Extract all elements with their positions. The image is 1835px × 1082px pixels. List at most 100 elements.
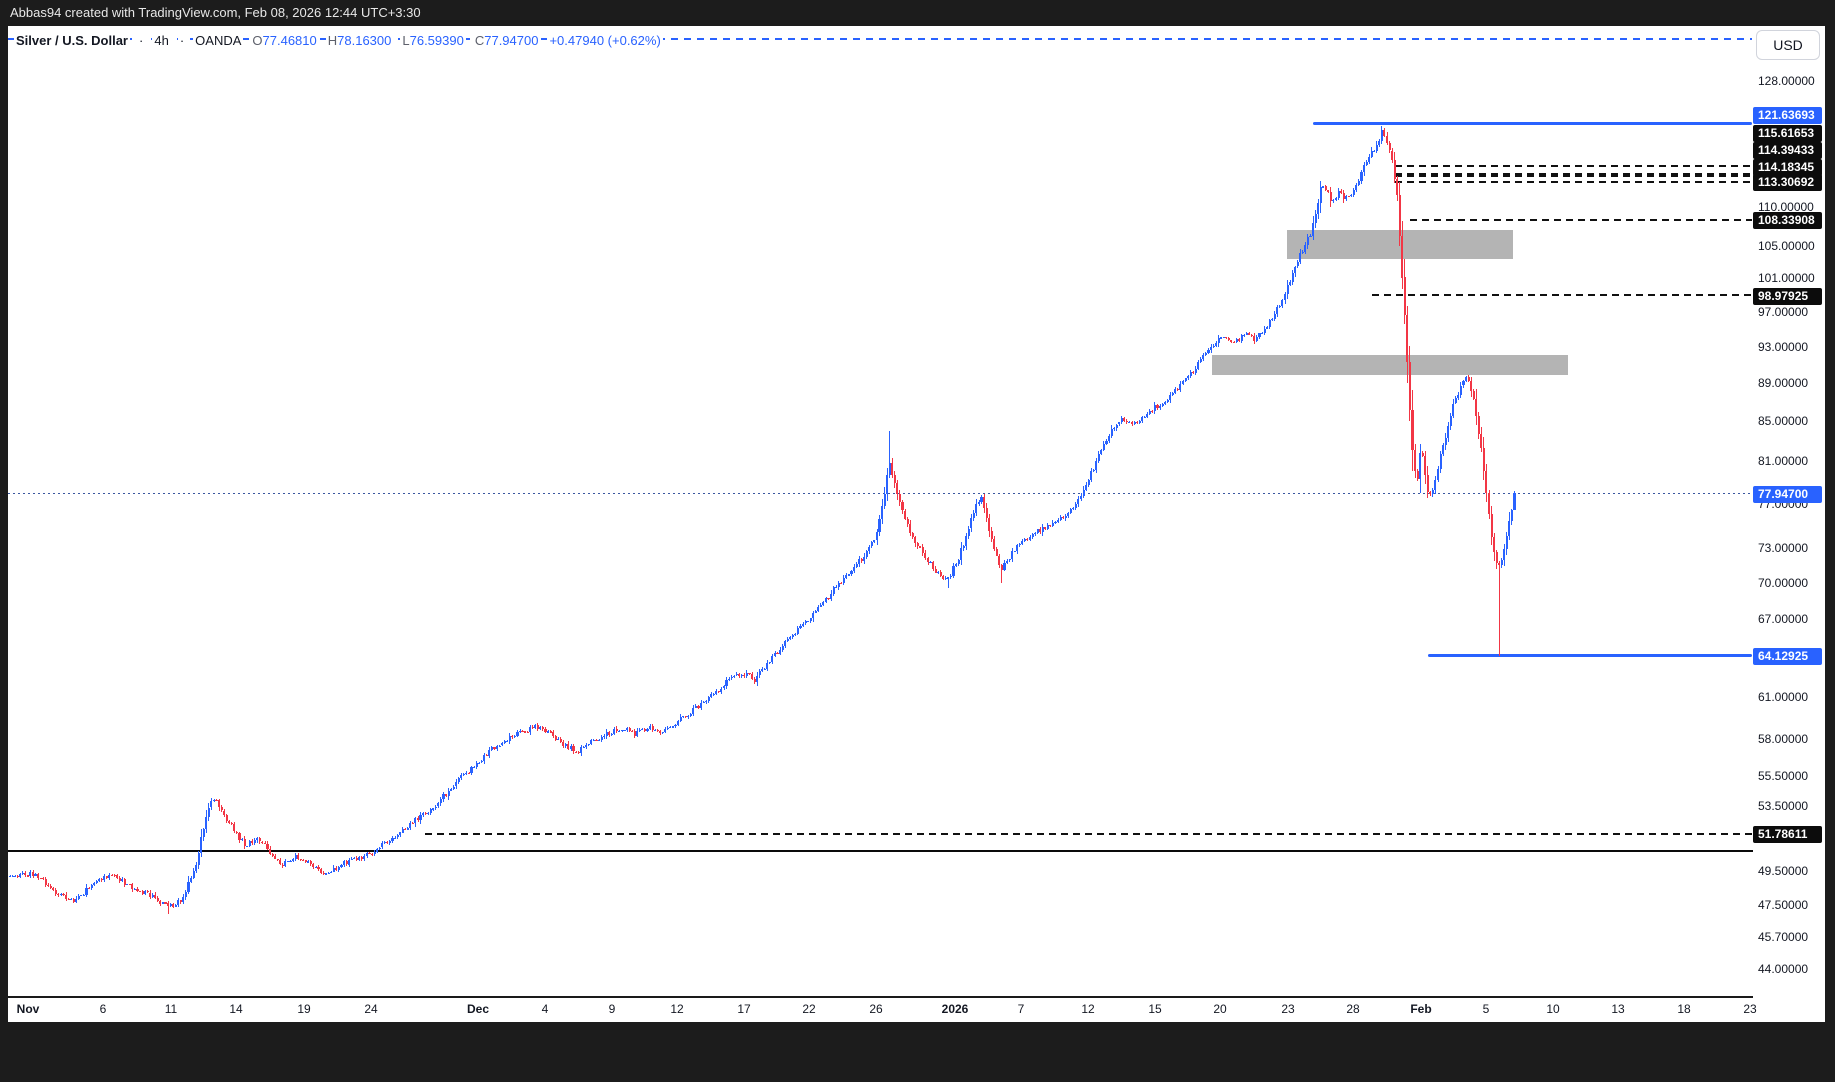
candle-body [1365,162,1368,166]
candle-body [743,674,746,677]
candle-body [1393,159,1396,180]
candle-body [1113,428,1116,430]
candle-body [814,611,817,613]
candle-body [916,542,919,547]
candle-body [694,705,697,708]
supply-zone[interactable] [1212,354,1568,375]
candle-body [641,729,644,731]
candle-body [618,730,621,732]
level-line-64.12925[interactable] [1428,654,1752,658]
candle-body [136,888,139,891]
candle-body [1159,405,1162,408]
time-axis[interactable] [8,998,1825,1022]
candle-body [684,716,687,718]
level-line-108.33908[interactable] [1410,218,1752,221]
candle-body [1342,192,1345,199]
candle-body [31,871,35,876]
candle-body [1380,130,1383,141]
candle-body [636,731,639,736]
candle-body [80,895,83,897]
candle-body [353,857,356,859]
candle-body [123,878,126,885]
candle-body [1352,189,1355,196]
candle-body [983,497,986,509]
candle-body [756,675,759,683]
current-price-line[interactable] [8,492,1752,494]
candle-body [42,878,45,880]
candle-body [215,799,218,801]
candle-body [371,853,374,855]
candle-body [1092,469,1095,472]
price-axis[interactable] [1753,26,1825,1022]
candle-body [552,732,555,737]
candle-body [457,778,460,783]
candle-body [212,799,216,801]
time-tick-19: 19 [297,1002,311,1016]
price-tick: 45.70000 [1758,930,1809,945]
candle-body [944,577,947,579]
level-line-114.18345[interactable] [1395,175,1752,177]
candle-body [179,899,182,903]
level-line-121.63693[interactable] [1313,121,1752,125]
candle-body [513,735,516,738]
candle-body [172,904,175,907]
level-line-113.30692[interactable] [1395,181,1752,184]
candle-body [192,871,195,878]
candle-body [1046,525,1049,530]
candle-body [840,582,843,584]
candle-body [993,539,996,549]
candle-body [1230,340,1233,342]
candle-body [1156,405,1159,409]
candle-body [1281,300,1284,306]
candle-body [8,876,12,878]
candle-body [1125,420,1128,423]
candle-body [350,858,353,860]
candle-body [381,843,384,848]
drawing-line[interactable] [8,38,1752,40]
symbol-title[interactable]: Silver / U.S. Dollar [14,31,130,49]
time-tick-23: 23 [1743,1002,1757,1016]
candle-body [1057,519,1060,522]
candle-body [1340,190,1343,193]
level-line-51.78611[interactable] [425,832,1752,835]
candle-body [1003,563,1006,570]
candle-body [763,668,766,670]
level-line-115.61653[interactable] [1395,164,1752,167]
candle-body [200,836,203,853]
candle-body [592,739,595,741]
footer-bar: TradingView [0,1022,1835,1082]
candle-body [77,896,80,899]
candle-body [460,775,463,778]
candle-body [358,857,361,860]
candle-body [1235,339,1238,343]
timeframe-label[interactable]: 4h [152,31,171,49]
candle-body [373,851,376,855]
candle-body [572,745,575,752]
price-tick: 110.00000 [1758,200,1814,214]
candle-body [1067,512,1070,516]
candle-body [666,727,669,729]
candle-body [631,730,634,732]
candle-body [1304,245,1307,252]
candle-body [549,731,552,733]
candle-body [1054,521,1057,523]
candle-body [784,641,787,647]
exchange-label[interactable]: OANDA [193,31,244,49]
candle-body [1008,559,1011,561]
currency-toggle-button[interactable]: USD [1756,30,1820,60]
candle-body [1128,421,1131,423]
candle-body [809,618,812,621]
level-line-98.97925[interactable] [1372,293,1752,296]
candle-body [901,502,904,511]
candle-body [322,872,325,874]
level-line-114.39433[interactable] [1395,173,1752,176]
candle-body [1095,461,1098,470]
chart-surface[interactable] [8,26,1825,1022]
candle-body [279,859,282,865]
candle-body [414,817,417,824]
candle-body [126,884,129,886]
price-tick: 128.00000 [1758,73,1815,88]
candle-body [794,633,797,636]
drawing-line[interactable] [8,850,1770,852]
